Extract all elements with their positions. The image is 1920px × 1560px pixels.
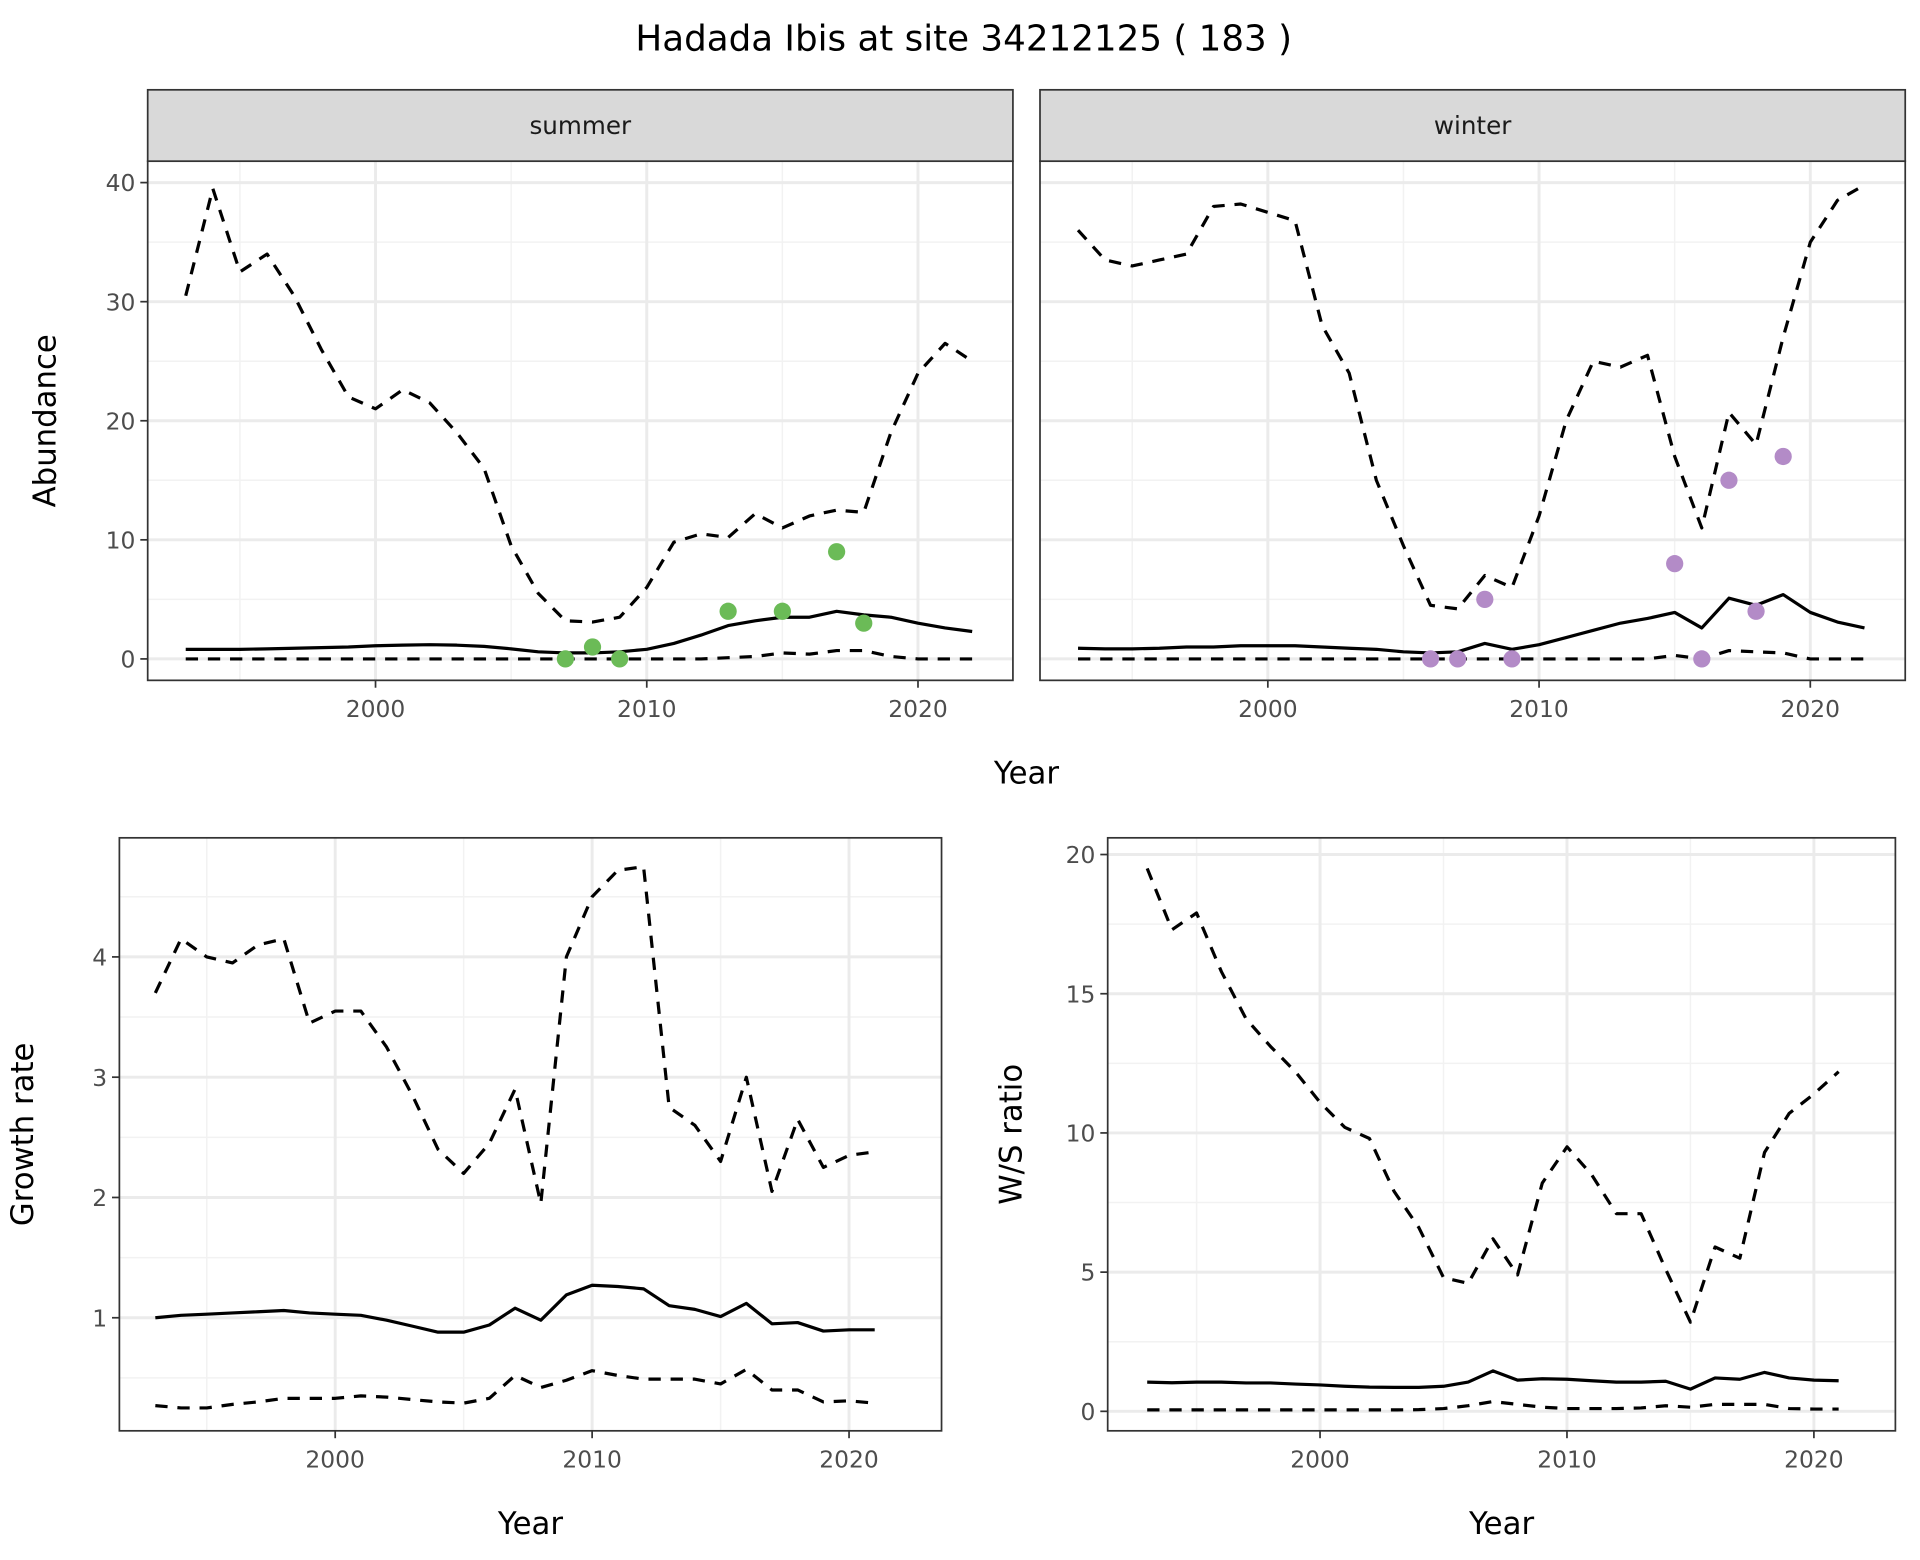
facet-strip [1039,88,1907,163]
y-tick-label: 5 [1081,1259,1096,1287]
y-tick-label: 3 [92,1064,107,1092]
x-tick-label: 2000 [1238,695,1298,723]
x-tick-label: 2010 [1537,1446,1597,1474]
x-tick-label: 2020 [888,695,948,723]
y-tick-label: 0 [121,646,136,674]
y-tick-label: 40 [106,169,136,197]
series-line-mean [1077,592,1865,655]
data-point [1503,650,1521,668]
y-tick-label: 0 [1081,1398,1096,1426]
x-tick-label: 2000 [305,1446,365,1474]
y-tick-label: 20 [1066,841,1096,869]
x-axis-title: Year [497,1506,563,1542]
data-point [556,650,575,668]
data-point [828,543,846,561]
facet-label: winter [1434,111,1512,140]
y-tick-label: 10 [1066,1120,1096,1148]
y-axis-title: W/S ratio [994,1064,1030,1205]
y-tick-label: 10 [106,526,136,554]
data-point [1747,602,1765,620]
y-tick-label: 1 [92,1304,107,1332]
series-line-upper [184,187,974,624]
panel-border [118,836,943,1432]
x-tick-label: 2020 [1781,695,1841,723]
x-axis-title: Year [1468,1506,1534,1542]
series-line-upper [1145,867,1840,1324]
data-point [1774,447,1792,466]
data-point [1421,650,1440,668]
panel-border [1106,836,1897,1432]
series-line-lower [1147,1399,1839,1412]
data-point [1476,590,1494,608]
data-point [1449,650,1467,668]
data-point [1666,555,1684,573]
x-tick-label: 2010 [617,695,677,723]
y-tick-label: 30 [106,288,136,316]
x-tick-label: 2020 [819,1446,879,1474]
facet-label: summer [529,111,632,140]
x-tick-label: 2000 [346,695,406,723]
y-axis-title: Growth rate [5,1043,41,1227]
series-line-lower [155,1367,875,1410]
panel-summer: summer 2000 2010 2020 0 10 20 30 40 [106,88,1014,723]
data-point [583,638,602,656]
series-line-mean [185,609,973,655]
y-tick-label: 15 [1066,980,1096,1008]
series-line-mean [1147,1369,1839,1391]
data-point [855,614,873,632]
figure-title: Hadada Ibis at site 34212125 ( 183 ) [635,18,1292,59]
y-tick-label: 20 [106,407,136,435]
panel-winter: winter 2000 2010 2020 [1039,88,1907,723]
facet-strip [146,88,1014,163]
panel-growth-rate: 2000 2010 2020 1 2 3 4 Year Growth rate [5,836,943,1542]
panel-w-s-ratio: 2000 2010 2020 0 5 10 15 20 Year W/S ratio [994,836,1897,1542]
series-line-upper [153,865,875,1206]
series-line-mean [155,1283,875,1334]
data-point [773,602,791,620]
x-tick-label: 2020 [1784,1446,1844,1474]
y-tick-label: 4 [92,944,107,972]
y-tick-label: 2 [92,1184,107,1212]
data-point [611,650,629,668]
x-tick-label: 2000 [1290,1446,1350,1474]
data-point [1693,650,1711,668]
x-tick-label: 2010 [562,1446,622,1474]
y-axis-title: Abundance [27,334,63,507]
x-axis-title: Year [993,756,1059,792]
x-tick-label: 2010 [1509,695,1569,723]
data-point [1720,471,1738,489]
series-line-upper [1076,183,1866,611]
data-point [719,602,737,620]
